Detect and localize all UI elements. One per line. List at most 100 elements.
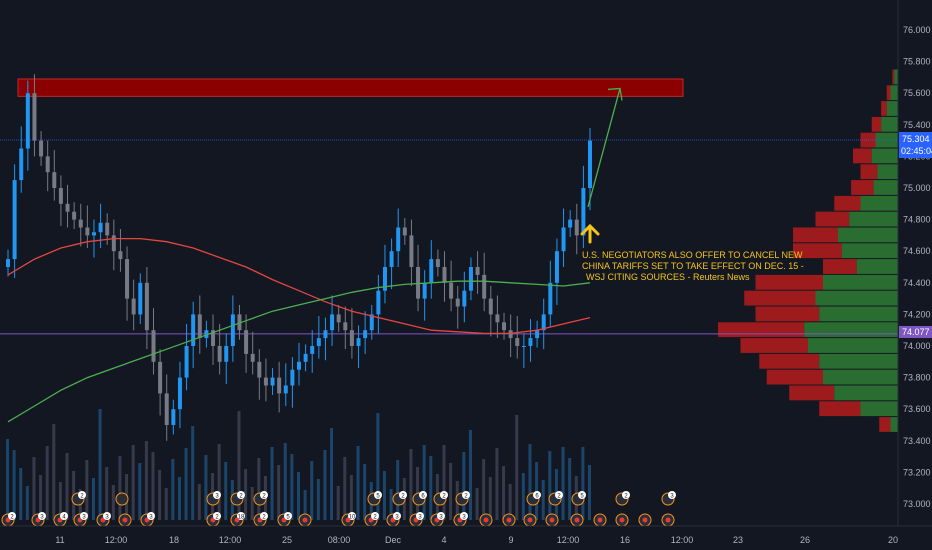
profile-buy-bar: [841, 243, 898, 259]
candle-body: [58, 188, 63, 204]
candle-body: [91, 232, 96, 236]
volume-bar: [343, 457, 347, 520]
volume-bar: [171, 459, 175, 520]
event-count-badge: [237, 491, 245, 499]
volume-bar: [250, 487, 254, 520]
volume-bar: [515, 415, 519, 520]
price-tick-label: 74.800: [903, 215, 931, 225]
event-count-badge: [38, 512, 46, 520]
volume-bar: [257, 458, 261, 520]
volume-bar: [330, 428, 334, 520]
volume-bar: [39, 475, 43, 520]
candle-body: [125, 259, 130, 299]
event-count: 3: [670, 494, 674, 500]
candle-body: [376, 290, 381, 315]
time-tick-label: 11: [55, 535, 64, 545]
candle-body: [521, 346, 526, 347]
volume-profile: [718, 69, 898, 432]
profile-buy-bar: [860, 401, 898, 417]
candle-body: [12, 180, 17, 260]
event-count-badge: [668, 491, 676, 499]
event-count: 3: [439, 515, 443, 521]
price-tick-label: 73.000: [903, 499, 931, 509]
reference-price-badge: 74.077: [899, 326, 932, 338]
event-count: 6: [421, 494, 425, 500]
event-count-badge: [260, 491, 268, 499]
event-count: 2: [10, 515, 14, 521]
profile-sell-bar: [860, 164, 878, 180]
profile-buy-bar: [890, 417, 898, 432]
price-tick-label: 73.600: [903, 404, 931, 414]
volume-bar: [468, 430, 472, 520]
candle-body: [230, 314, 235, 346]
volume-bar: [389, 489, 393, 520]
time-tick-label: 12:00: [557, 535, 580, 545]
volume-bar: [91, 478, 95, 520]
candle-body: [429, 259, 434, 283]
candle-body: [138, 282, 143, 315]
profile-buy-bar: [871, 148, 898, 164]
volume-bar: [138, 463, 142, 520]
candle-body: [343, 322, 348, 331]
volume-bar: [105, 467, 109, 520]
volume-bar: [568, 458, 572, 520]
volume-bar: [98, 409, 102, 520]
candle-body: [515, 338, 520, 346]
event-count: 2: [80, 494, 84, 500]
candle-body: [52, 172, 57, 188]
candle-body: [435, 259, 440, 267]
volume-bar: [316, 479, 320, 520]
volume-bar: [283, 443, 287, 520]
event-dot: [506, 517, 512, 523]
trend-arrow[interactable]: [587, 87, 623, 208]
candle-body: [468, 267, 473, 291]
profile-sell-bar: [834, 195, 861, 211]
profile-sell-bar: [853, 148, 872, 164]
profile-buy-bar: [804, 322, 898, 338]
candle-body: [283, 385, 288, 394]
volume-bar: [588, 465, 591, 520]
event-count-badge: [399, 491, 407, 499]
volume-bar: [151, 452, 155, 520]
candle-body: [211, 330, 216, 346]
volume-bar: [32, 457, 36, 520]
event-count-badge: [60, 512, 68, 520]
candle-body: [197, 314, 202, 339]
trend-arrow-line: [587, 88, 621, 208]
news-up-arrow[interactable]: [580, 223, 600, 244]
profile-buy-bar: [873, 180, 898, 195]
event-count-badge: [533, 491, 541, 499]
candle-body: [535, 330, 540, 339]
current-price-value: 75.304: [902, 134, 930, 144]
event-count: 10: [349, 515, 356, 521]
current-price-badge-bg: [899, 132, 932, 158]
candle-body: [323, 330, 328, 339]
event-count-badge: [213, 512, 221, 520]
volume-bar: [191, 426, 195, 520]
volume-bar: [6, 439, 9, 520]
candle-body: [257, 361, 262, 378]
volume-bar: [12, 450, 16, 520]
volume-bar: [396, 460, 400, 520]
event-dot: [527, 517, 533, 523]
event-marker[interactable]: [115, 492, 129, 506]
candle-body: [541, 314, 546, 331]
candle-body: [6, 259, 10, 267]
price-axis-background: [898, 0, 932, 550]
event-markers[interactable]: 2 3 2 2 5 2 6 2 2 6 2 5 2 3 2 3 4 3 3 3 2 18 2 5 10 2 3 3 3 3: [1, 491, 676, 527]
candle-body: [482, 274, 487, 299]
candle-body: [502, 322, 507, 331]
candle-body: [382, 267, 387, 291]
event-count-badge: [348, 512, 356, 520]
profile-sell-bar: [793, 227, 838, 243]
candle-body: [158, 361, 163, 394]
event-count-badge: [460, 512, 468, 520]
news-annotation-line-1: U.S. NEGOTIATORS ALSO OFFER TO CANCEL NE…: [582, 250, 803, 260]
candle-body: [349, 330, 354, 346]
candle-body: [310, 346, 315, 354]
resistance-zone[interactable]: [17, 78, 684, 97]
candle-body: [475, 267, 480, 275]
volume-bar: [197, 484, 201, 520]
candle-body: [131, 298, 136, 315]
